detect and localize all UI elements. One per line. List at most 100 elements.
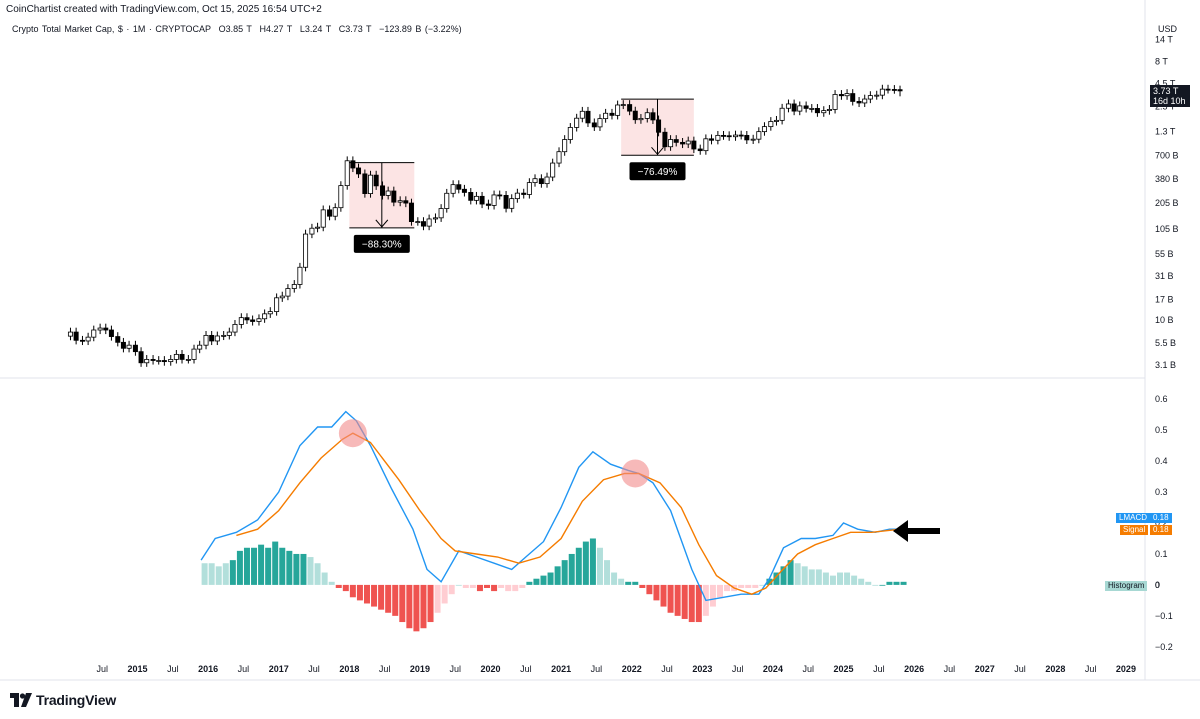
indicator-tick-6: 0 — [1155, 580, 1160, 590]
time-tick-13: 2021 — [551, 664, 571, 674]
symbol-name[interactable]: Crypto Total Market Cap, $ · 1M · CRYPTO… — [12, 24, 212, 34]
indicator-tick-7: −0.1 — [1155, 611, 1173, 621]
indicator-tick-1: 0.5 — [1155, 425, 1168, 435]
candle-body — [826, 109, 832, 111]
candle-body — [156, 360, 162, 362]
histogram-bar — [448, 584, 455, 595]
candle-body — [168, 359, 174, 363]
candle-body — [91, 329, 97, 338]
histogram-bar — [208, 563, 215, 585]
candle-body — [715, 134, 721, 141]
histogram-bar — [808, 569, 815, 585]
candle-body — [809, 108, 815, 110]
histogram-bar — [568, 553, 575, 585]
candle-body — [726, 135, 732, 138]
lmacd-legend: LMACD — [1116, 513, 1151, 523]
candle-body — [356, 167, 362, 175]
time-tick-14: Jul — [591, 664, 603, 674]
histogram-bar — [455, 584, 462, 586]
histogram-bar — [794, 563, 801, 585]
candle-body — [179, 353, 185, 360]
histogram-bar — [653, 584, 660, 601]
candle-body — [638, 118, 644, 121]
indicator-tick-8: −0.2 — [1155, 642, 1173, 652]
histogram-bar — [427, 584, 434, 623]
histogram-bar — [378, 584, 385, 610]
histogram-series — [201, 538, 907, 632]
histogram-bar — [328, 581, 335, 585]
price-tick-0: 14 T — [1155, 35, 1173, 45]
currency-label[interactable]: USD — [1158, 24, 1178, 34]
candle-body — [562, 139, 568, 153]
histogram-bar — [844, 572, 851, 585]
candle-body — [391, 190, 397, 203]
candle-body — [197, 344, 203, 350]
candle-body — [426, 218, 432, 227]
histogram-bar — [258, 544, 265, 585]
candle-body — [73, 331, 79, 341]
candle-body — [262, 313, 268, 320]
candle-body — [473, 195, 479, 201]
price-tick-6: 380 B — [1155, 174, 1179, 184]
histogram-bar — [363, 584, 370, 604]
candle-body — [750, 138, 756, 141]
candle-body — [303, 233, 309, 268]
tradingview-logo[interactable]: TradingView — [10, 690, 116, 710]
histogram-bar — [752, 584, 759, 588]
histogram-bar — [420, 584, 427, 629]
candle-body — [103, 327, 109, 331]
candle-body — [120, 341, 126, 349]
price-tick-7: 205 B — [1155, 198, 1179, 208]
histogram-bar — [660, 584, 667, 607]
down-arrow-icon — [375, 219, 389, 228]
histogram-bar — [236, 550, 243, 585]
candle-body — [803, 105, 809, 109]
candle-body — [108, 329, 114, 337]
histogram-bar — [554, 566, 561, 585]
candle-body — [244, 317, 250, 321]
candle-body — [673, 139, 679, 143]
candle-body — [709, 138, 715, 141]
candle-body — [368, 174, 374, 194]
candle-body — [874, 94, 880, 97]
histogram-bar — [293, 553, 300, 585]
lmacd-value: 0.18 — [1150, 513, 1172, 523]
histogram-bar — [547, 572, 554, 585]
candle-body — [768, 121, 774, 128]
price-tick-4: 1.3 T — [1155, 127, 1176, 137]
signal-legend: Signal — [1120, 525, 1149, 535]
candle-body — [256, 318, 262, 322]
candle-body — [862, 98, 868, 104]
candle-body — [603, 112, 609, 120]
histogram-bar — [505, 584, 512, 592]
bar-countdown: 16d 10h — [1153, 96, 1186, 106]
candle-body — [221, 334, 227, 337]
histogram-bar — [476, 584, 483, 592]
drawdown-label-0: −88.30% — [362, 239, 402, 250]
candle-body — [285, 288, 291, 297]
candle-body — [744, 134, 750, 141]
price-tick-11: 17 B — [1155, 294, 1174, 304]
histogram-bar — [582, 541, 589, 585]
left-arrow-icon — [893, 520, 940, 542]
histogram-bar — [575, 547, 582, 585]
candle-body — [338, 185, 344, 209]
candle-body — [579, 110, 585, 119]
time-tick-25: 2027 — [975, 664, 995, 674]
candle-body — [685, 140, 691, 145]
candle-body — [891, 89, 897, 91]
time-tick-23: 2026 — [904, 664, 924, 674]
candle-body — [838, 94, 844, 97]
indicator-tick-4: 0.2 — [1155, 518, 1168, 528]
histogram-bar — [356, 584, 363, 601]
candle-body — [191, 348, 197, 360]
candle-body — [632, 110, 638, 121]
histogram-bar — [462, 584, 469, 588]
histogram-bar — [688, 584, 695, 623]
histogram-bar — [321, 572, 328, 585]
histogram-bar — [780, 566, 787, 585]
price-tick-5: 700 B — [1155, 151, 1179, 161]
indicator-axis: 0.6 0.5 0.4 0.3 0.2 0.1 0 −0.1 −0.2 — [1155, 394, 1173, 652]
candle-body — [309, 227, 315, 235]
